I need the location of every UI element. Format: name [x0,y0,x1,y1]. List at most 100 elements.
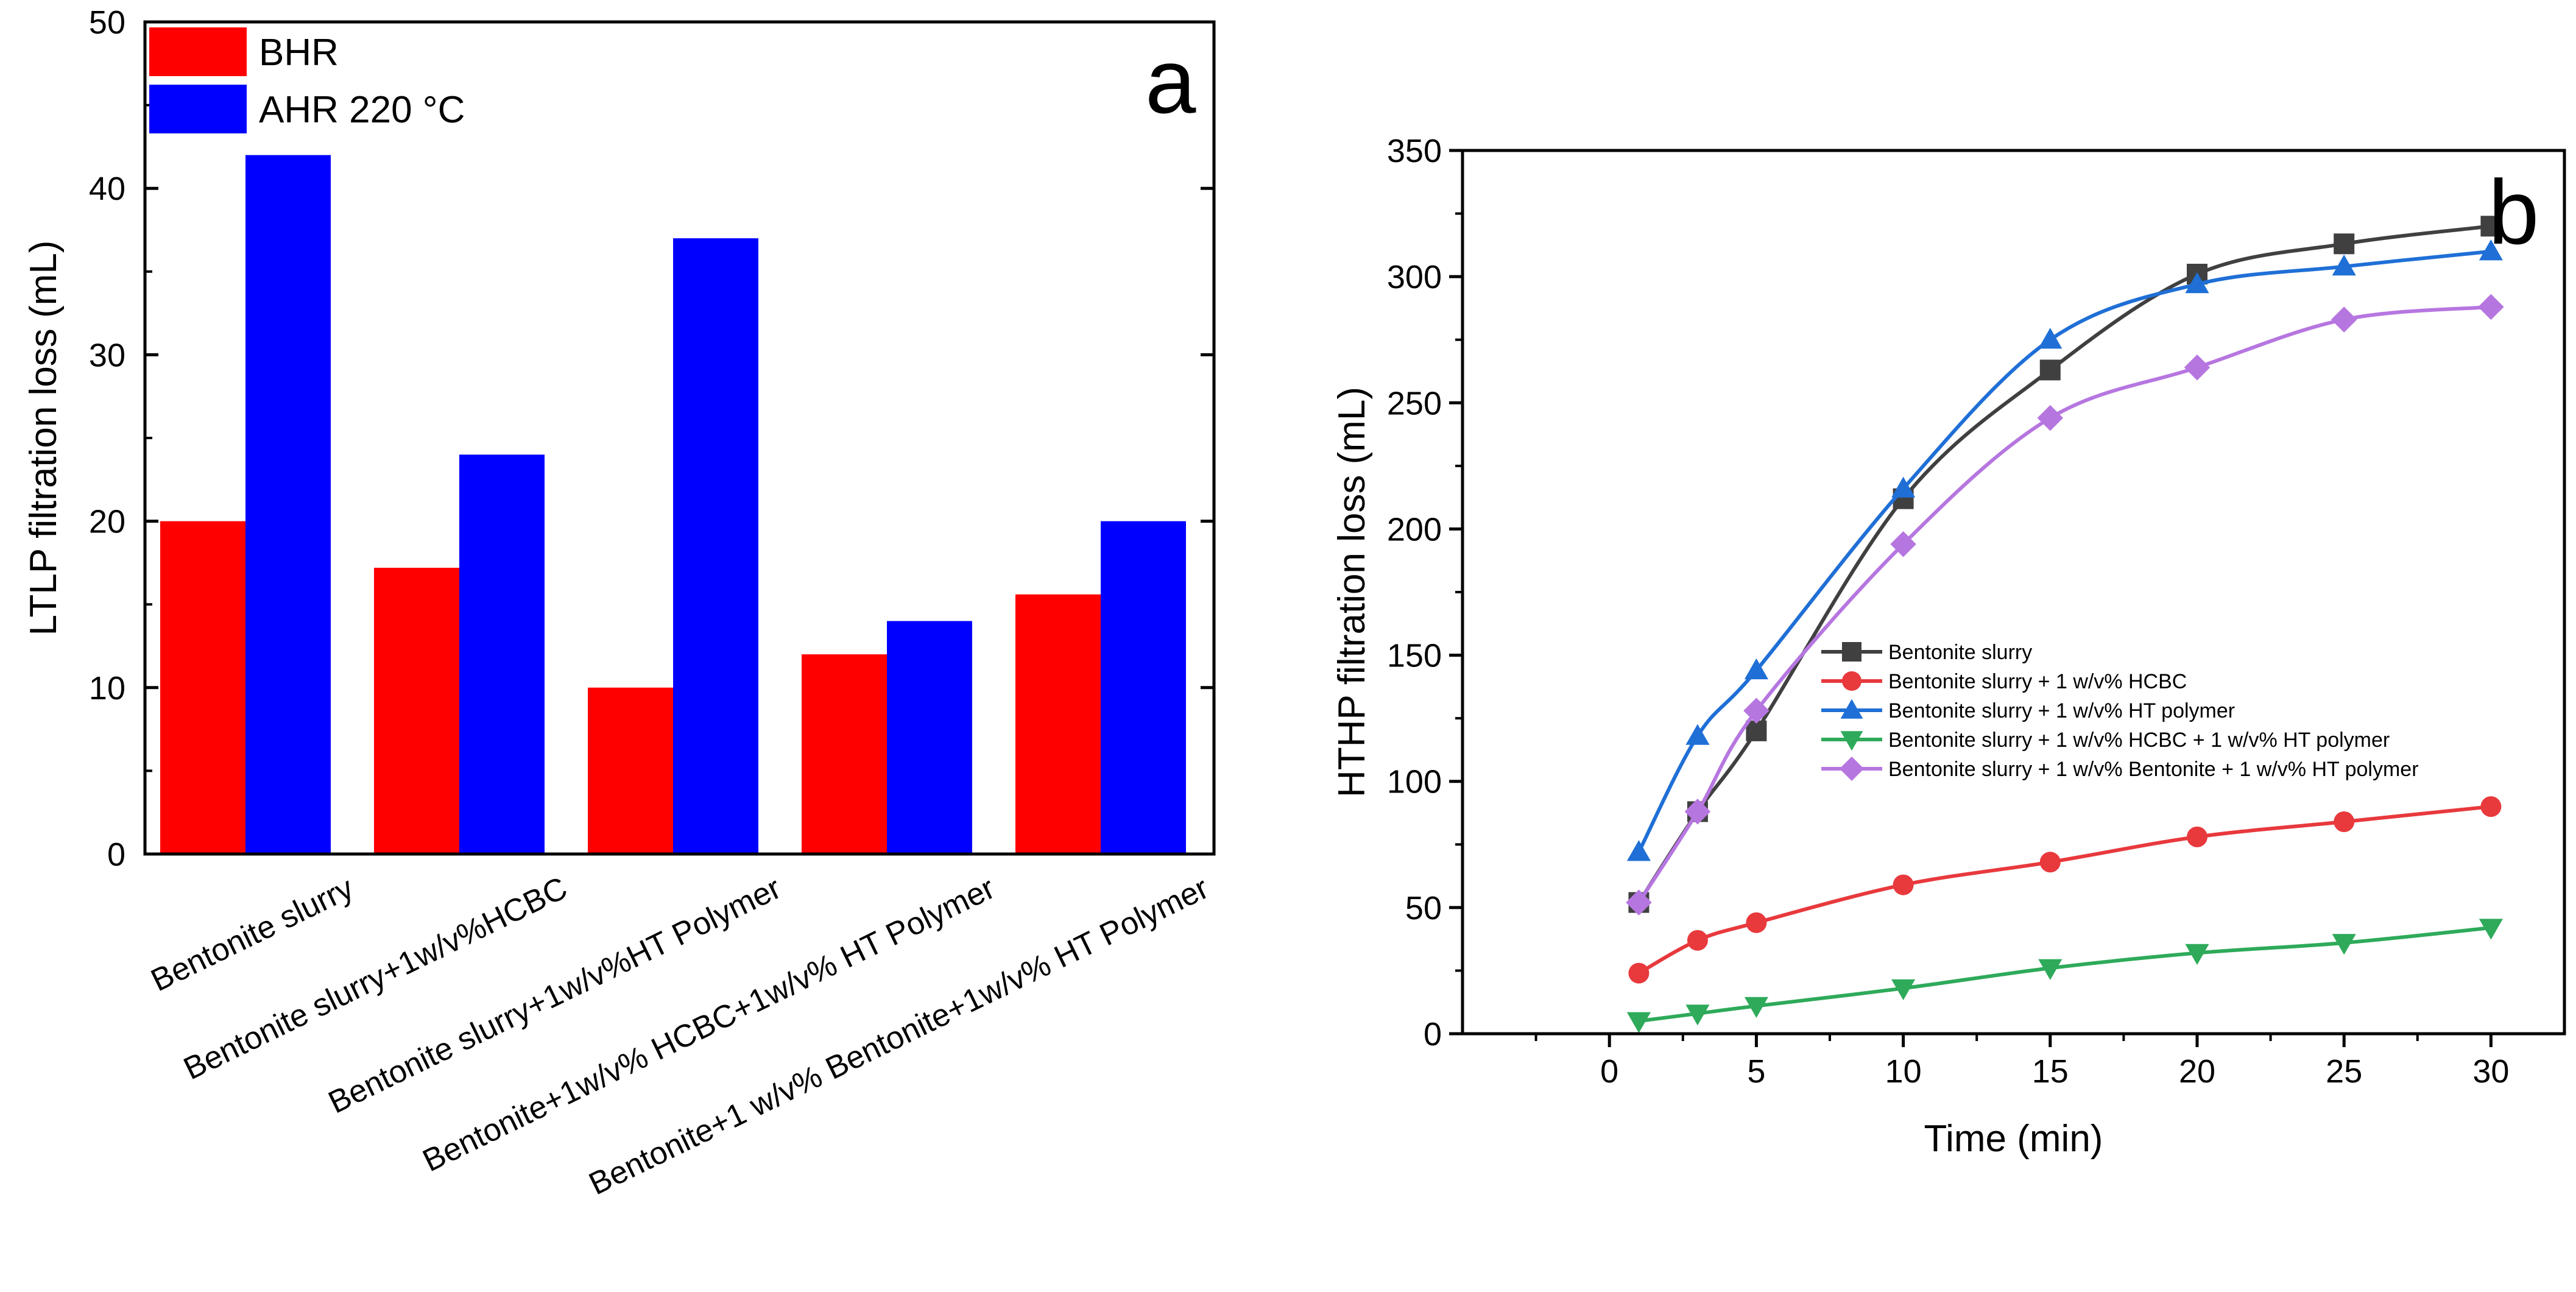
data-point-s3-0 [1626,1012,1651,1033]
data-point-s3-7 [2479,919,2503,940]
legend-marker-1 [1842,671,1861,691]
y-axis: 0 10 20 30 40 50 [89,4,1214,873]
data-point-s4-6 [2331,306,2357,333]
bar-ahr-1 [459,454,545,854]
bar-bhr-1 [374,568,459,854]
y-tick-label: 250 [1387,385,1442,422]
legend: Bentonite slurry Bentonite slurry + 1 w/v… [1821,641,2419,781]
data-point-s2-0 [1626,840,1651,861]
y-tick-label: 300 [1387,259,1442,295]
series-line-0 [1637,224,2491,904]
y-tick-label: 0 [1424,1016,1442,1053]
x-axis-title: Time (min) [1924,1118,2103,1160]
legend: BHR AHR 220 °C [149,27,465,133]
data-point-s1-2 [1746,912,1767,933]
legend-swatch-bhr [149,27,247,76]
data-point-s4-0 [1626,889,1652,916]
data-point-s3-6 [2332,934,2356,955]
data-point-s4-3 [1890,531,1916,557]
y-tick-label: 350 [1387,133,1442,169]
y-tick-label: 40 [89,171,125,207]
data-point-s4-5 [2184,355,2211,381]
bar-group [160,155,1186,854]
data-point-s1-5 [2187,826,2207,847]
series-2 [1626,239,2503,861]
data-point-s4-2 [1743,697,1770,724]
data-point-s4-7 [2478,294,2504,320]
data-point-s2-5 [2185,272,2209,294]
series-1 [1628,796,2502,984]
x-tick-label: 10 [1885,1053,1922,1090]
y-axis-title: HTHP filtration loss (mL) [1331,387,1373,797]
legend-label-ahr: AHR 220 °C [259,89,465,131]
bar-ahr-2 [673,238,758,854]
data-point-s3-4 [2038,959,2063,980]
y-tick-label: 50 [89,4,125,41]
x-tick-label: 5 [1747,1053,1765,1090]
y-tick-label: 30 [89,337,125,373]
data-point-s2-1 [1685,724,1710,745]
legend-marker-2 [1840,699,1863,719]
data-point-s2-7 [2479,239,2503,261]
legend-label-3: Bentonite slurry + 1 w/v% HCBC + 1 w/v% … [1888,729,2390,752]
legend-label-bhr: BHR [259,32,339,74]
bar-ahr-4 [1101,521,1186,854]
data-point-s3-1 [1685,1004,1710,1026]
panel-letter-a: a [1145,30,1196,132]
x-tick-label: 15 [2032,1053,2069,1090]
y-tick-label: 0 [107,836,125,873]
series-line-4 [1637,305,2491,904]
x-tick-label: 0 [1600,1053,1618,1090]
series-0 [1628,216,2502,913]
y-axis: 0 50 100 150 200 250 300 350 [1387,133,1463,1053]
bar-bhr-3 [802,654,887,854]
bar-bhr-4 [1015,594,1101,854]
legend-label-2: Bentonite slurry + 1 w/v% HT polymer [1888,699,2235,722]
y-tick-label: 20 [89,504,125,540]
legend-marker-0 [1842,642,1861,662]
data-point-s4-4 [2037,404,2064,431]
data-point-s3-5 [2185,944,2209,965]
data-point-s0-4 [2039,359,2061,381]
data-point-s0-6 [2334,233,2355,255]
data-point-s1-7 [2480,796,2502,817]
data-point-s2-4 [2038,328,2063,349]
legend-swatch-ahr [149,85,247,133]
series-4 [1626,294,2504,916]
y-tick-label: 50 [1405,890,1442,927]
legend-marker-4 [1840,757,1864,781]
data-point-s1-4 [2039,852,2061,873]
data-point-s3-2 [1744,997,1768,1018]
data-point-s0-2 [1746,720,1767,741]
data-point-s4-1 [1684,799,1711,825]
legend-label-4: Bentonite slurry + 1 w/v% Bentonite + 1 … [1888,758,2419,781]
data-point-s2-3 [1891,476,1916,498]
legend-marker-3 [1840,731,1863,751]
data-point-s1-0 [1628,962,1650,984]
data-point-s0-7 [2480,216,2502,237]
x-axis: 0 5 10 15 20 25 30 [1534,1034,2509,1090]
panel-b-line-chart: 0 50 100 150 200 250 300 350 0 5 10 15 20 25 30 HTHP … [1331,133,2566,1160]
series-group [1626,216,2504,1033]
y-tick-label: 150 [1387,638,1442,674]
bar-bhr-2 [588,687,673,854]
data-point-s1-6 [2334,811,2355,832]
data-point-s2-6 [2332,255,2356,276]
legend-label-1: Bentonite slurry + 1 w/v% HCBC [1888,670,2187,693]
series-line-2 [1637,249,2491,853]
legend-label-0: Bentonite slurry [1888,641,2032,664]
x-tick-label: 25 [2326,1053,2362,1090]
data-point-s2-2 [1744,658,1768,680]
series-3 [1626,919,2503,1033]
data-point-s3-3 [1891,979,1916,1000]
bar-bhr-0 [160,521,245,854]
data-point-s1-1 [1687,930,1708,951]
x-tick-label: 30 [2472,1053,2509,1090]
y-tick-label: 100 [1387,764,1442,800]
y-axis-title: LTLP filtration loss (mL) [23,241,65,636]
x-tick-label: 20 [2179,1053,2215,1090]
y-tick-label: 200 [1387,511,1442,548]
data-point-s1-3 [1893,874,1914,895]
bar-ahr-0 [245,155,331,854]
